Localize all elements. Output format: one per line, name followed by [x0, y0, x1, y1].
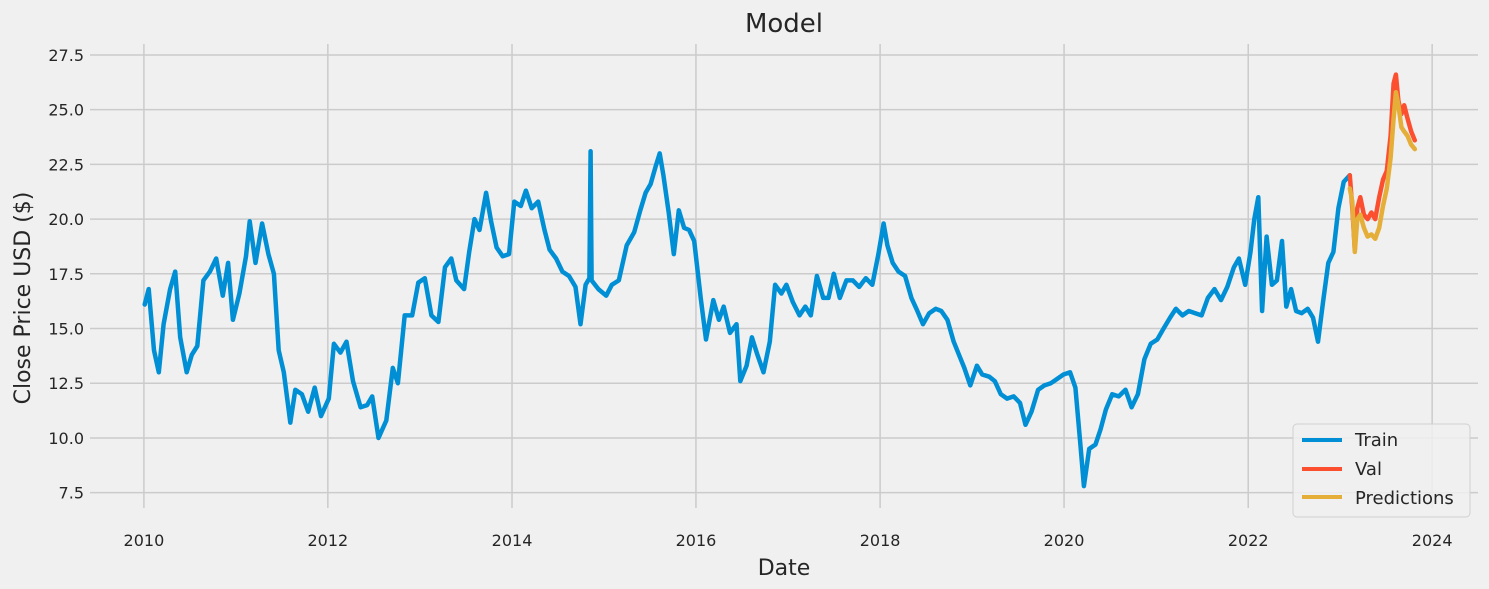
legend-val-label: Val: [1355, 459, 1382, 480]
legend-box: [1292, 423, 1471, 518]
grid: [90, 44, 1478, 508]
y-tick-label: 20.0: [48, 210, 84, 229]
x-tick-label: 2024: [1412, 531, 1453, 550]
x-tick-label: 2010: [124, 531, 165, 550]
x-tick-label: 2014: [492, 531, 533, 550]
x-tick-label: 2022: [1228, 531, 1269, 550]
y-tick-label: 15.0: [48, 320, 84, 339]
y-axis-label: Close Price USD ($): [11, 192, 36, 405]
legend-predictions-label: Predictions: [1355, 488, 1454, 509]
y-tick-label: 7.5: [59, 484, 84, 503]
series-line-predictions: [1347, 89, 1418, 255]
series-layer: [142, 72, 1418, 489]
x-tick-label: 2018: [860, 531, 901, 550]
y-tick-label: 12.5: [48, 374, 84, 393]
x-tick-label: 2020: [1044, 531, 1085, 550]
x-tick-label: 2012: [307, 531, 348, 550]
legend-train-label: Train: [1354, 430, 1398, 451]
x-axis-label: Date: [758, 556, 811, 581]
series-line-val: [1347, 72, 1418, 252]
axis-ticks: 7.5 10.0 12.5 15.0 17.5 20.0 22.5 25.0 27.5 2010 2…: [48, 46, 1452, 550]
y-tick-label: 25.0: [48, 101, 84, 120]
y-tick-label: 17.5: [48, 265, 84, 284]
chart-title: Model: [745, 9, 823, 39]
y-tick-label: 10.0: [48, 429, 84, 448]
y-tick-label: 27.5: [48, 46, 84, 65]
y-tick-label: 22.5: [48, 155, 84, 174]
legend: Train Val Predictions: [1292, 423, 1471, 518]
x-tick-label: 2016: [676, 531, 717, 550]
series-line-train: [142, 148, 1353, 489]
